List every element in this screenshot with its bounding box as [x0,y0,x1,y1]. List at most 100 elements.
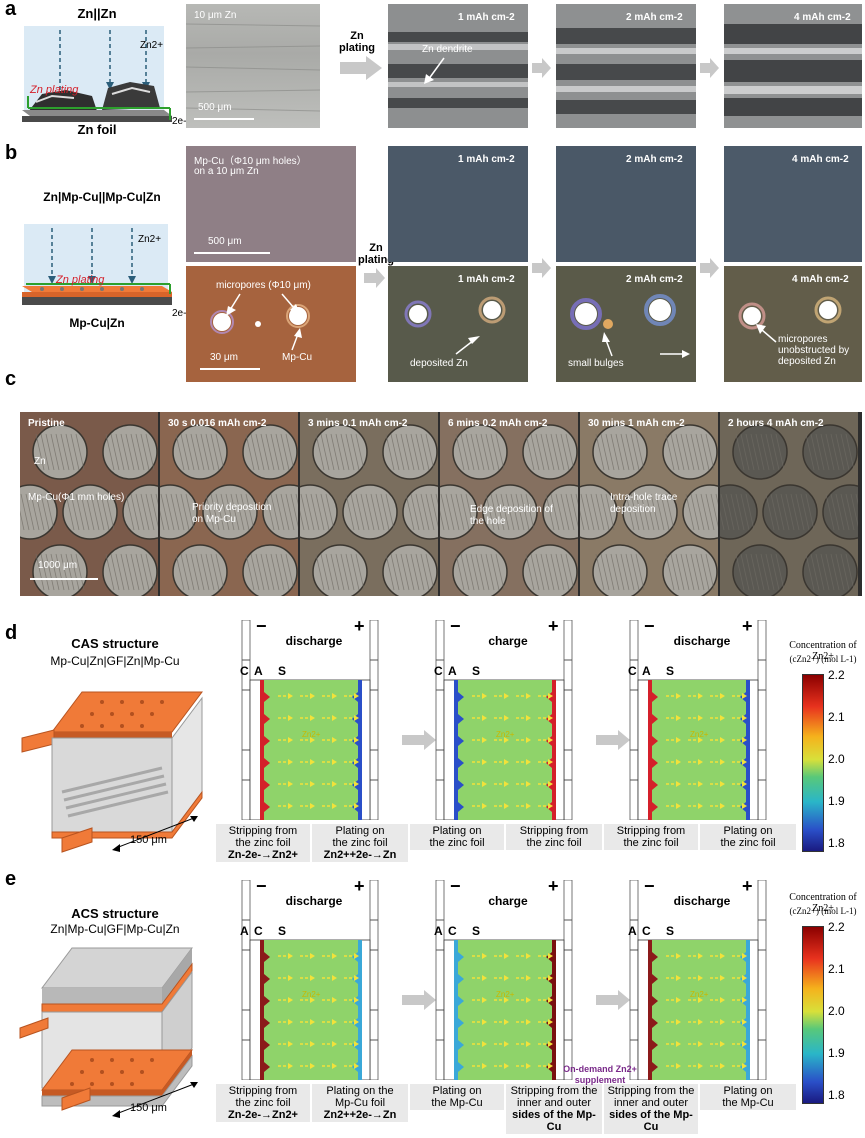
ion-label: Zn2+ [302,990,321,999]
mpcu-plating-schematic [22,224,172,305]
caption-line: Zn2++2e-→Zn [323,1109,397,1121]
cell-diagram: − + discharge C A S Zn2+ Stripping from the zinc… [604,616,796,860]
colorbar-unit: (cZn2+) (mol L-1) [789,654,857,664]
panel-a-schematic: Zn||Zn Zn2+ Zn plating 2e- Zn foil [22,4,186,137]
micrograph-4mah: 4 mAh cm-2 [724,4,862,128]
layer-label: C [240,664,249,678]
process-arrow [700,258,719,278]
caption-line: the zinc foil [623,837,679,849]
micrograph-label: Mp-Cu（Φ10 μm holes） [194,156,307,167]
micropore-annotation: micropores (Φ10 μm) [216,280,311,291]
right-caption: Stripping from the inner and outer sides o… [506,1084,602,1134]
scale-bar [194,118,254,120]
capacity-label: 4 mAh cm-2 [792,274,849,285]
schematic-title: Zn|Mp-Cu||Mp-Cu|Zn [43,190,161,204]
micrograph-mpcu-closeup: micropores (Φ10 μm) Mp-Cu 30 μm [186,266,356,382]
supplement-line-1: On-demand Zn2+ [563,1064,637,1074]
caption-line: the zinc foil [526,837,582,849]
panel-label-c: c [5,368,17,390]
process-arrow [340,56,382,80]
cell-schematic [629,620,767,820]
right-caption: Plating on the Mp-Cu [700,1084,796,1110]
negative-terminal: − [644,876,655,896]
colorbar-tick: 2.2 [828,920,845,934]
caption-line: the Mp-Cu [722,1097,774,1109]
right-caption: Plating on the zinc foil [700,824,796,850]
micrograph-label-2: on a 10 μm Zn [194,166,259,177]
electron-label: 2e- [172,308,187,319]
caption-line: Plating on [432,1085,482,1097]
negative-terminal: − [450,876,461,896]
micrograph-1mah-top: 1 mAh cm-2 [388,146,528,262]
mpcu-annotation: Mp-Cu [282,352,313,363]
scale-bar-label: 500 μm [208,236,242,247]
scale-bar-label: 1000 μm [38,560,78,571]
cell-mode: discharge [673,634,731,648]
electron-label: 2e- [172,116,187,127]
layer-label: A [240,924,249,938]
colorbar-tick: 1.8 [828,1088,845,1102]
caption-line: Zn-2e-→Zn2+ [228,1109,298,1121]
frame-annotation: Intra-hole trace deposition [610,492,678,515]
micrograph-1mah: 1 mAh cm-2 Zn dendrite [388,4,528,128]
micrograph-mpcu-top: Mp-Cu（Φ10 μm holes） on a 10 μm Zn 500 μm [186,146,356,262]
frame-label: 30 s 0.016 mAh cm-2 [168,418,267,429]
frame-annotation: Edge deposition of the hole [470,504,553,527]
scale-bar-label: 30 μm [210,352,238,363]
capacity-label: 1 mAh cm-2 [458,154,515,165]
zn-plating-text: Zn plating [30,84,79,96]
colorbar-unit: (cZn2+) (mol L-1) [789,906,857,916]
holes-pattern [440,424,578,596]
capacity-label: 2 mAh cm-2 [626,154,683,165]
layer-label: C [448,924,457,938]
holes-pattern [300,424,438,596]
structure-subtitle: Zn|Mp-Cu|GF|Mp-Cu|Zn [50,922,180,936]
layer-label: A [434,924,443,938]
cell-schematic [241,620,379,820]
process-arrow [596,990,630,1010]
caption-line: the zinc foil [235,837,291,849]
left-caption: Stripping from the inner and outer sides o… [604,1084,698,1134]
layer-label: C [628,664,637,678]
left-caption: Stripping from the zinc foil Zn-2e-→Zn2+ [216,824,310,862]
positive-terminal: + [548,616,559,636]
zn-ion-label: Zn2+ [140,40,164,51]
caption-line: Stripping from [228,1085,298,1097]
colorbar-title: Concentration of Zn2+ [789,640,857,662]
caption-line: Mp-Cu foil [334,1097,386,1109]
micrograph-4mah-closeup: 4 mAh cm-2 micropores unobstructed by de… [724,266,862,382]
cell-diagram: − + discharge A C S Zn2+ Stripping from the zinc… [216,876,408,1122]
micrograph-2mah-closeup: 2 mAh cm-2 small bulges [556,266,696,382]
layer-label: A [642,664,651,678]
zn-plating-text: Zn plating [56,274,105,286]
frame-annotation: Priority deposition on Mp-Cu [192,502,272,525]
cell-mode: discharge [285,894,343,908]
supplement-line-2: supplement [574,1075,626,1085]
capacity-label: 2 mAh cm-2 [626,12,683,23]
capacity-label: 2 mAh cm-2 [626,274,683,285]
layer-label: C [254,924,263,938]
scale-bar-label: 500 μm [198,102,232,113]
positive-terminal: + [742,616,753,636]
colorbar-tick: 1.9 [828,1046,845,1060]
panel-label-e: e [5,868,17,890]
schematic-title: Zn||Zn [77,6,117,21]
cell-schematic [629,880,767,1080]
caption-line: Stripping from [519,825,589,837]
colorbar-tick: 1.9 [828,794,845,808]
process-arrow [532,258,551,278]
holes-pattern [720,424,858,596]
time-lapse-frame: 6 mins 0.2 mAh cm-2 Edge deposition of th… [440,412,578,596]
colorbar-tick: 2.0 [828,752,845,766]
left-caption: Plating on the zinc foil [410,824,504,850]
colorbar: Concentration of Zn2+ (cZn2+) (mol L-1) 2.… [782,892,864,1122]
caption-line: the zinc foil [429,837,485,849]
micrograph-1mah-closeup: 1 mAh cm-2 deposited Zn [388,266,528,382]
positive-terminal: + [354,876,365,896]
colorbar-gradient [802,926,824,1104]
cell-mode: discharge [285,634,343,648]
frame-annotation: Zn [34,456,46,467]
layer-label: S [278,664,287,678]
frame-label: 30 mins 1 mAh cm-2 [588,418,685,429]
colorbar-title: Concentration of Zn2+ [789,892,857,914]
